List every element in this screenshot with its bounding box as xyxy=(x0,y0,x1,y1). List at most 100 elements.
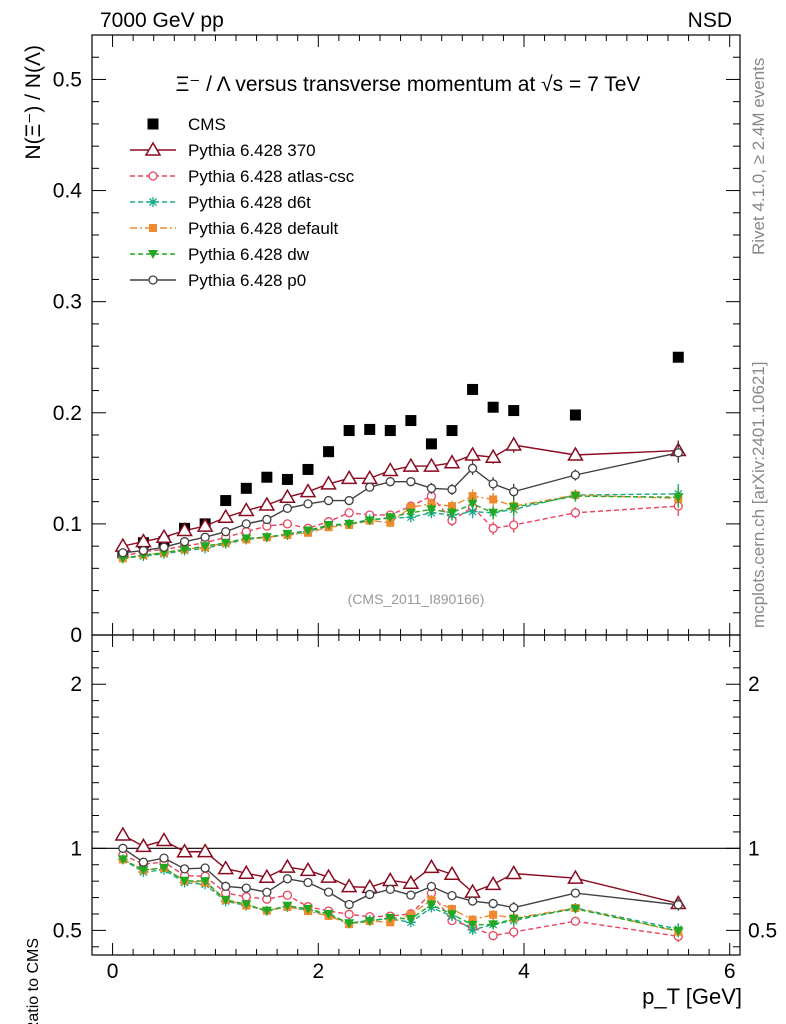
legend-item: Pythia 6.428 default xyxy=(130,219,339,238)
data-point xyxy=(196,517,214,532)
y-tick-label: 0.2 xyxy=(53,402,82,425)
data-point xyxy=(487,401,499,413)
ratio-data-point xyxy=(323,909,334,919)
legend-item: Pythia 6.428 370 xyxy=(130,141,316,160)
series-line xyxy=(122,495,679,560)
header-right: NSD xyxy=(688,9,732,32)
data-point xyxy=(447,508,457,518)
data-point xyxy=(509,487,519,497)
ratio-data-point xyxy=(282,874,293,884)
ratio-data-point xyxy=(138,866,149,876)
ratio-data-point xyxy=(221,881,231,891)
mcplots-label: mcplots.cern.ch [arXiv:2401.10621] xyxy=(749,362,768,628)
ratio-data-point xyxy=(381,871,399,887)
data-point xyxy=(118,548,128,558)
legend-marker xyxy=(148,197,158,207)
data-point xyxy=(509,520,519,530)
data-point xyxy=(464,446,481,461)
ratio-data-point xyxy=(488,930,498,941)
main-series-group xyxy=(114,351,687,564)
ratio-data-point xyxy=(241,900,252,910)
ratio-data-point xyxy=(423,858,440,874)
legend-label: Pythia 6.428 default xyxy=(188,219,339,238)
y-tick-label: 0 xyxy=(70,624,82,647)
ratio-data-point xyxy=(344,899,354,910)
ratio-data-point xyxy=(159,853,169,863)
x-tick-label: 6 xyxy=(724,960,736,983)
ratio-series-pythia-6-428-dw xyxy=(117,855,684,937)
data-point xyxy=(344,508,354,518)
data-point xyxy=(405,415,417,427)
ratio-data-point xyxy=(405,914,416,924)
data-point xyxy=(364,516,375,526)
ratio-data-point xyxy=(385,913,396,923)
ratio-data-point xyxy=(364,917,375,927)
data-point xyxy=(340,469,358,485)
ratio-data-point xyxy=(237,864,255,879)
data-point xyxy=(344,495,354,506)
ratio-series-pythia-6-428-p0 xyxy=(118,843,683,914)
ratio-series-line xyxy=(122,858,679,933)
main-axis-ticks: 0 0.1 0.2 0.3 0.4 0.5 xyxy=(53,34,740,647)
data-point xyxy=(282,529,293,539)
data-point xyxy=(361,469,379,485)
data-point xyxy=(155,528,173,543)
data-point xyxy=(467,506,478,517)
data-point xyxy=(221,527,231,537)
ratio-data-point xyxy=(448,904,456,913)
ratio-data-point xyxy=(282,901,293,911)
ratio-data-point xyxy=(340,878,358,893)
ratio-data-point xyxy=(426,881,437,892)
data-point xyxy=(426,483,437,493)
data-point xyxy=(302,463,314,475)
ratio-data-point xyxy=(200,877,211,887)
data-point xyxy=(303,526,313,536)
ratio-data-point xyxy=(323,887,334,897)
y-tick-label: 0.3 xyxy=(53,291,82,314)
data-point xyxy=(488,508,499,518)
ratio-panel-frame xyxy=(91,634,741,956)
data-point xyxy=(467,463,478,473)
data-point xyxy=(488,523,498,533)
ratio-series-line xyxy=(122,847,679,909)
ratio-data-point xyxy=(467,896,478,906)
ratio-data-point xyxy=(468,915,477,924)
watermark: (CMS_2011_I890166) xyxy=(348,591,485,607)
data-point xyxy=(488,479,498,489)
chart-title: Ξ⁻ / Λ versus transverse momentum at √s … xyxy=(176,73,641,96)
ratio-data-point xyxy=(508,915,519,925)
ratio-data-point xyxy=(200,863,210,873)
data-point xyxy=(570,508,581,518)
ratio-data-point xyxy=(406,890,416,900)
data-point xyxy=(217,508,235,523)
ratio-y-tick-label-right: 0.5 xyxy=(748,919,777,942)
legend-item: Pythia 6.428 dw xyxy=(130,245,310,264)
ratio-data-point xyxy=(509,927,519,937)
y-tick-label: 0.4 xyxy=(53,180,83,203)
ratio-data-point xyxy=(282,890,293,900)
ratio-data-point xyxy=(570,888,581,898)
ratio-y-tick-label: 0.5 xyxy=(53,919,82,942)
ratio-data-point xyxy=(673,900,683,910)
x-tick-label: 0 xyxy=(107,960,119,983)
legend-marker xyxy=(149,224,157,232)
data-point xyxy=(200,532,210,542)
ratio-data-point xyxy=(320,868,337,883)
ratio-data-point xyxy=(262,887,272,897)
data-point xyxy=(567,446,584,461)
series-line xyxy=(122,452,679,554)
data-point xyxy=(446,425,458,437)
data-point xyxy=(279,488,296,503)
data-point xyxy=(179,537,190,547)
ratio-data-point xyxy=(118,843,128,853)
ratio-data-point xyxy=(135,837,152,853)
data-point xyxy=(468,492,477,501)
ratio-data-point xyxy=(176,843,193,858)
ratio-data-point xyxy=(196,843,214,858)
data-point xyxy=(364,423,376,435)
data-point xyxy=(426,505,437,515)
data-point xyxy=(423,457,440,472)
data-point xyxy=(138,545,149,556)
ratio-data-point xyxy=(159,863,169,873)
